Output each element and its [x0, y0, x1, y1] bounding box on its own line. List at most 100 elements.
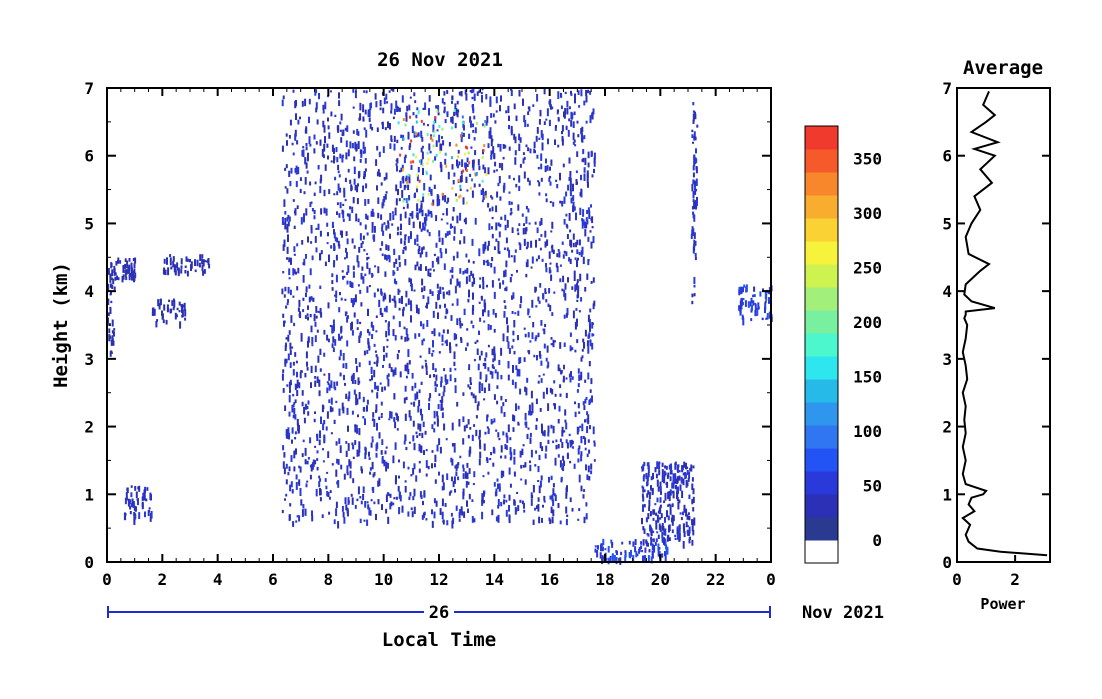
echo-speckle: [661, 536, 664, 542]
echo-speckle: [431, 353, 434, 357]
echo-speckle: [347, 425, 349, 432]
echo-speckle: [462, 270, 465, 275]
echo-speckle: [354, 184, 357, 191]
echo-speckle: [478, 458, 481, 466]
echo-speckle: [589, 230, 592, 233]
echo-speckle: [575, 170, 578, 174]
echo-speckle: [292, 414, 295, 419]
echo-speckle: [584, 419, 586, 423]
colorbar-segment: [805, 379, 838, 403]
echo-speckle: [294, 129, 297, 137]
echo-speckle: [535, 424, 538, 430]
echo-speckle: [331, 273, 334, 278]
echo-speckle: [576, 282, 579, 290]
echo-speckle: [311, 255, 314, 261]
echo-speckle: [373, 361, 376, 365]
echo-speckle: [338, 100, 341, 107]
echo-speckle: [319, 307, 322, 315]
echo-speckle: [448, 230, 451, 235]
echo-speckle: [418, 460, 421, 464]
echo-speckle: [384, 127, 387, 131]
echo-speckle: [580, 357, 583, 362]
echo-speckle: [389, 123, 391, 130]
echo-speckle: [451, 520, 454, 529]
echo-speckle: [545, 158, 547, 164]
echo-speckle: [368, 117, 371, 122]
echo-speckle: [642, 496, 645, 502]
echo-speckle: [316, 450, 319, 454]
echo-speckle: [151, 308, 154, 316]
echo-speckle: [536, 227, 539, 234]
echo-speckle: [490, 195, 492, 198]
echo-speckle: [765, 317, 768, 320]
echo-speckle: [692, 199, 695, 202]
echo-speckle: [440, 376, 443, 383]
echo-speckle: [574, 257, 577, 261]
echo-speckle: [460, 91, 463, 97]
echo-speckle: [458, 281, 461, 288]
echo-speckle: [541, 258, 544, 262]
echo-speckle: [351, 282, 354, 288]
echo-speckle: [354, 299, 357, 303]
echo-speckle: [381, 223, 384, 227]
echo-speckle: [768, 311, 771, 319]
echo-speckle: [527, 332, 530, 338]
echo-speckle: [134, 506, 137, 512]
echo-speckle: [328, 496, 331, 500]
echo-speckle: [322, 110, 325, 114]
echo-speckle: [512, 427, 515, 432]
echo-speckle: [388, 294, 391, 303]
echo-speckle: [288, 411, 291, 417]
echo-speckle: [114, 272, 117, 276]
echo-speckle: [574, 349, 577, 353]
echo-speckle: [323, 420, 326, 425]
echo-speckle: [544, 323, 547, 328]
echo-speckle: [364, 273, 367, 276]
strong-echo-speckle: [453, 109, 456, 112]
echo-speckle: [664, 551, 666, 557]
echo-speckle: [427, 296, 430, 305]
echo-speckle: [331, 144, 334, 152]
echo-speckle: [323, 125, 326, 133]
echo-speckle: [555, 439, 558, 443]
echo-speckle: [339, 187, 342, 193]
echo-speckle: [683, 504, 686, 512]
echo-speckle: [331, 325, 334, 334]
echo-speckle: [585, 95, 588, 103]
echo-speckle: [374, 265, 377, 268]
echo-speckle: [566, 442, 569, 449]
echo-speckle: [288, 268, 291, 276]
echo-speckle: [322, 448, 324, 451]
strong-echo-speckle: [441, 127, 444, 131]
echo-speckle: [354, 425, 357, 433]
echo-speckle: [327, 338, 330, 343]
echo-speckle: [634, 539, 637, 546]
echo-speckle: [586, 453, 589, 457]
echo-speckle: [395, 496, 398, 500]
echo-speckle: [412, 420, 415, 427]
strong-echo-speckle: [410, 139, 413, 143]
echo-speckle: [663, 481, 665, 484]
echo-speckle: [692, 119, 695, 124]
echo-speckle: [470, 382, 472, 385]
echo-speckle: [512, 338, 515, 342]
echo-speckle: [441, 192, 444, 201]
echo-speckle: [498, 483, 501, 490]
echo-speckle: [130, 262, 133, 270]
echo-speckle: [497, 499, 500, 507]
echo-speckle: [585, 513, 588, 520]
echo-speckle: [443, 102, 446, 105]
echo-speckle: [546, 345, 549, 353]
echo-speckle: [537, 255, 540, 260]
echo-speckle: [481, 199, 484, 203]
echo-speckle: [112, 340, 115, 346]
echo-speckle: [552, 483, 555, 488]
echo-speckle: [370, 211, 373, 217]
strong-echo-speckle: [416, 173, 419, 177]
echo-speckle: [521, 448, 524, 456]
echo-speckle: [393, 108, 396, 115]
average-title: Average: [963, 57, 1043, 79]
echo-speckle: [534, 221, 537, 225]
echo-speckle: [420, 321, 422, 327]
echo-speckle: [300, 217, 303, 225]
